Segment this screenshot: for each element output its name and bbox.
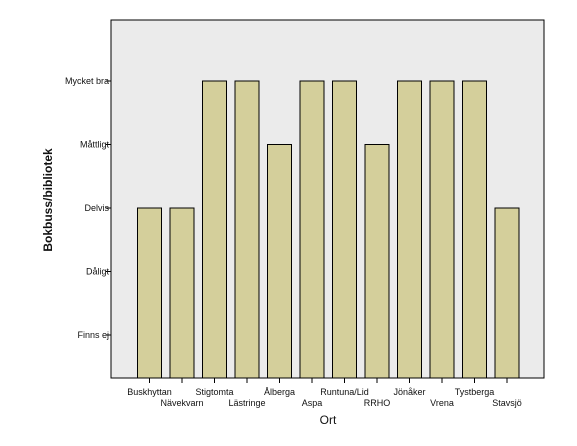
- x-tick-label: Jönåker: [393, 387, 425, 397]
- x-tick-label: Lästringe: [228, 398, 265, 408]
- y-tick-label: Delvis: [84, 203, 109, 213]
- bars-group: [137, 80, 520, 379]
- bar-aspa: [299, 80, 325, 379]
- bar-runtuna-lid: [332, 80, 357, 379]
- x-tick-label: Tystberga: [455, 387, 495, 397]
- bar-vrena: [429, 80, 455, 379]
- y-tick-label: Dåligt: [86, 267, 110, 277]
- bar-nävekvarn: [169, 207, 195, 379]
- y-ticks-group: Finns ej Dåligt Delvis Måttligt Mycket bra: [65, 76, 111, 340]
- bar-rrho: [364, 144, 390, 379]
- x-tick-label: RRHO: [364, 398, 391, 408]
- bar-ålberga: [267, 144, 292, 379]
- bar-stigtomta: [202, 80, 227, 379]
- y-tick-label: Finns ej: [77, 330, 109, 340]
- y-axis-title: Bokbuss/bibliotek: [41, 148, 55, 252]
- x-ticks-group: BuskhyttanNävekvarnStigtomtaLästringeÅlb…: [127, 378, 522, 408]
- bar-buskhyttan: [137, 207, 162, 379]
- x-tick-label: Vrena: [430, 398, 454, 408]
- x-axis-title: Ort: [320, 413, 337, 427]
- x-tick-label: Aspa: [302, 398, 323, 408]
- bar-tystberga: [462, 80, 487, 379]
- y-tick-label: Måttligt: [80, 140, 110, 150]
- y-tick-label: Mycket bra: [65, 76, 109, 86]
- x-tick-label: Ålberga: [264, 387, 295, 397]
- x-tick-label: Stigtomta: [195, 387, 233, 397]
- x-tick-label: Nävekvarn: [160, 398, 203, 408]
- bar-lästringe: [234, 80, 260, 379]
- bar-jönåker: [397, 80, 422, 379]
- bar-stavsjö: [494, 207, 520, 379]
- x-tick-label: Buskhyttan: [127, 387, 172, 397]
- x-tick-label: Runtuna/Lid: [320, 387, 369, 397]
- x-tick-label: Stavsjö: [492, 398, 522, 408]
